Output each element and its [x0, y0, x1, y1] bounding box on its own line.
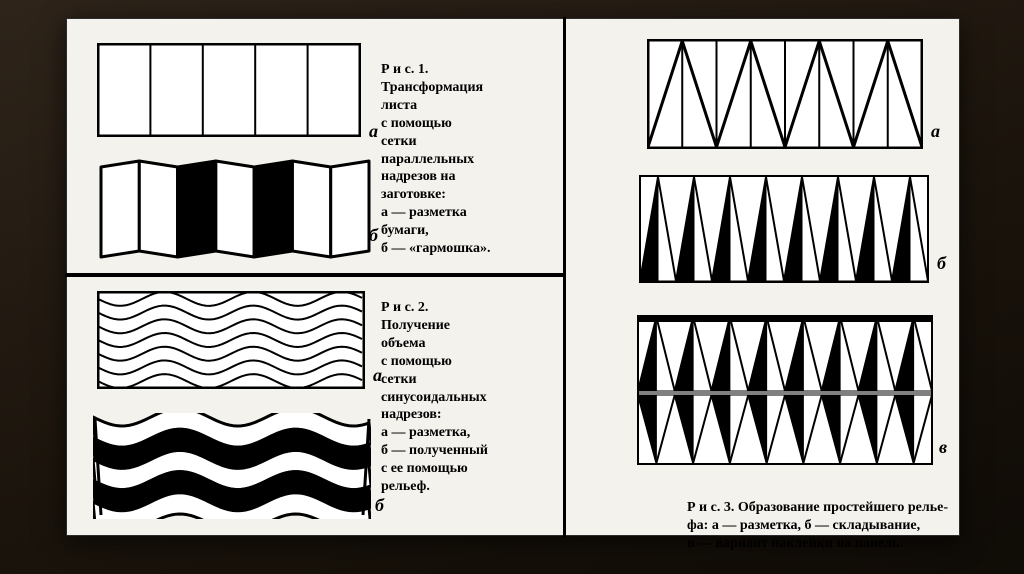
- label-2b: б: [375, 495, 384, 516]
- figure-2: а б Р и с. 2.Получениеобъемас помощьюсет…: [73, 281, 557, 529]
- label-3b: б: [937, 253, 946, 274]
- label-1a: а: [369, 121, 378, 142]
- label-1b: б: [369, 225, 378, 246]
- fig1b-accordion: [97, 159, 375, 263]
- vertical-separator: [563, 17, 566, 537]
- scanned-page: а б Р и с. 1.Трансформациялистас помощью…: [66, 18, 960, 536]
- fig3-caption: Р и с. 3. Образование простейшего релье-…: [687, 499, 957, 553]
- fig3c-relief-panel: [637, 315, 933, 465]
- fig2-caption: Р и с. 2.Получениеобъемас помощьюсеткиси…: [381, 299, 553, 496]
- fig2b-sine-bands: [93, 413, 371, 519]
- horizontal-separator-left: [65, 273, 563, 277]
- fig3a-zigzag-grid: [647, 39, 923, 149]
- fig2a-sine-grid: [97, 291, 365, 389]
- label-3a: а: [931, 121, 940, 142]
- fig3b-fold-triangles: [639, 175, 929, 283]
- fig1a-grid-rect: [97, 43, 361, 137]
- label-3c: в: [939, 437, 947, 458]
- fig1-caption: Р и с. 1.Трансформациялистас помощьюсетк…: [381, 61, 553, 258]
- figure-1: а б Р и с. 1.Трансформациялистас помощью…: [73, 25, 557, 271]
- figure-3: а б в Р и с. 3. Образование простейшего …: [569, 25, 953, 529]
